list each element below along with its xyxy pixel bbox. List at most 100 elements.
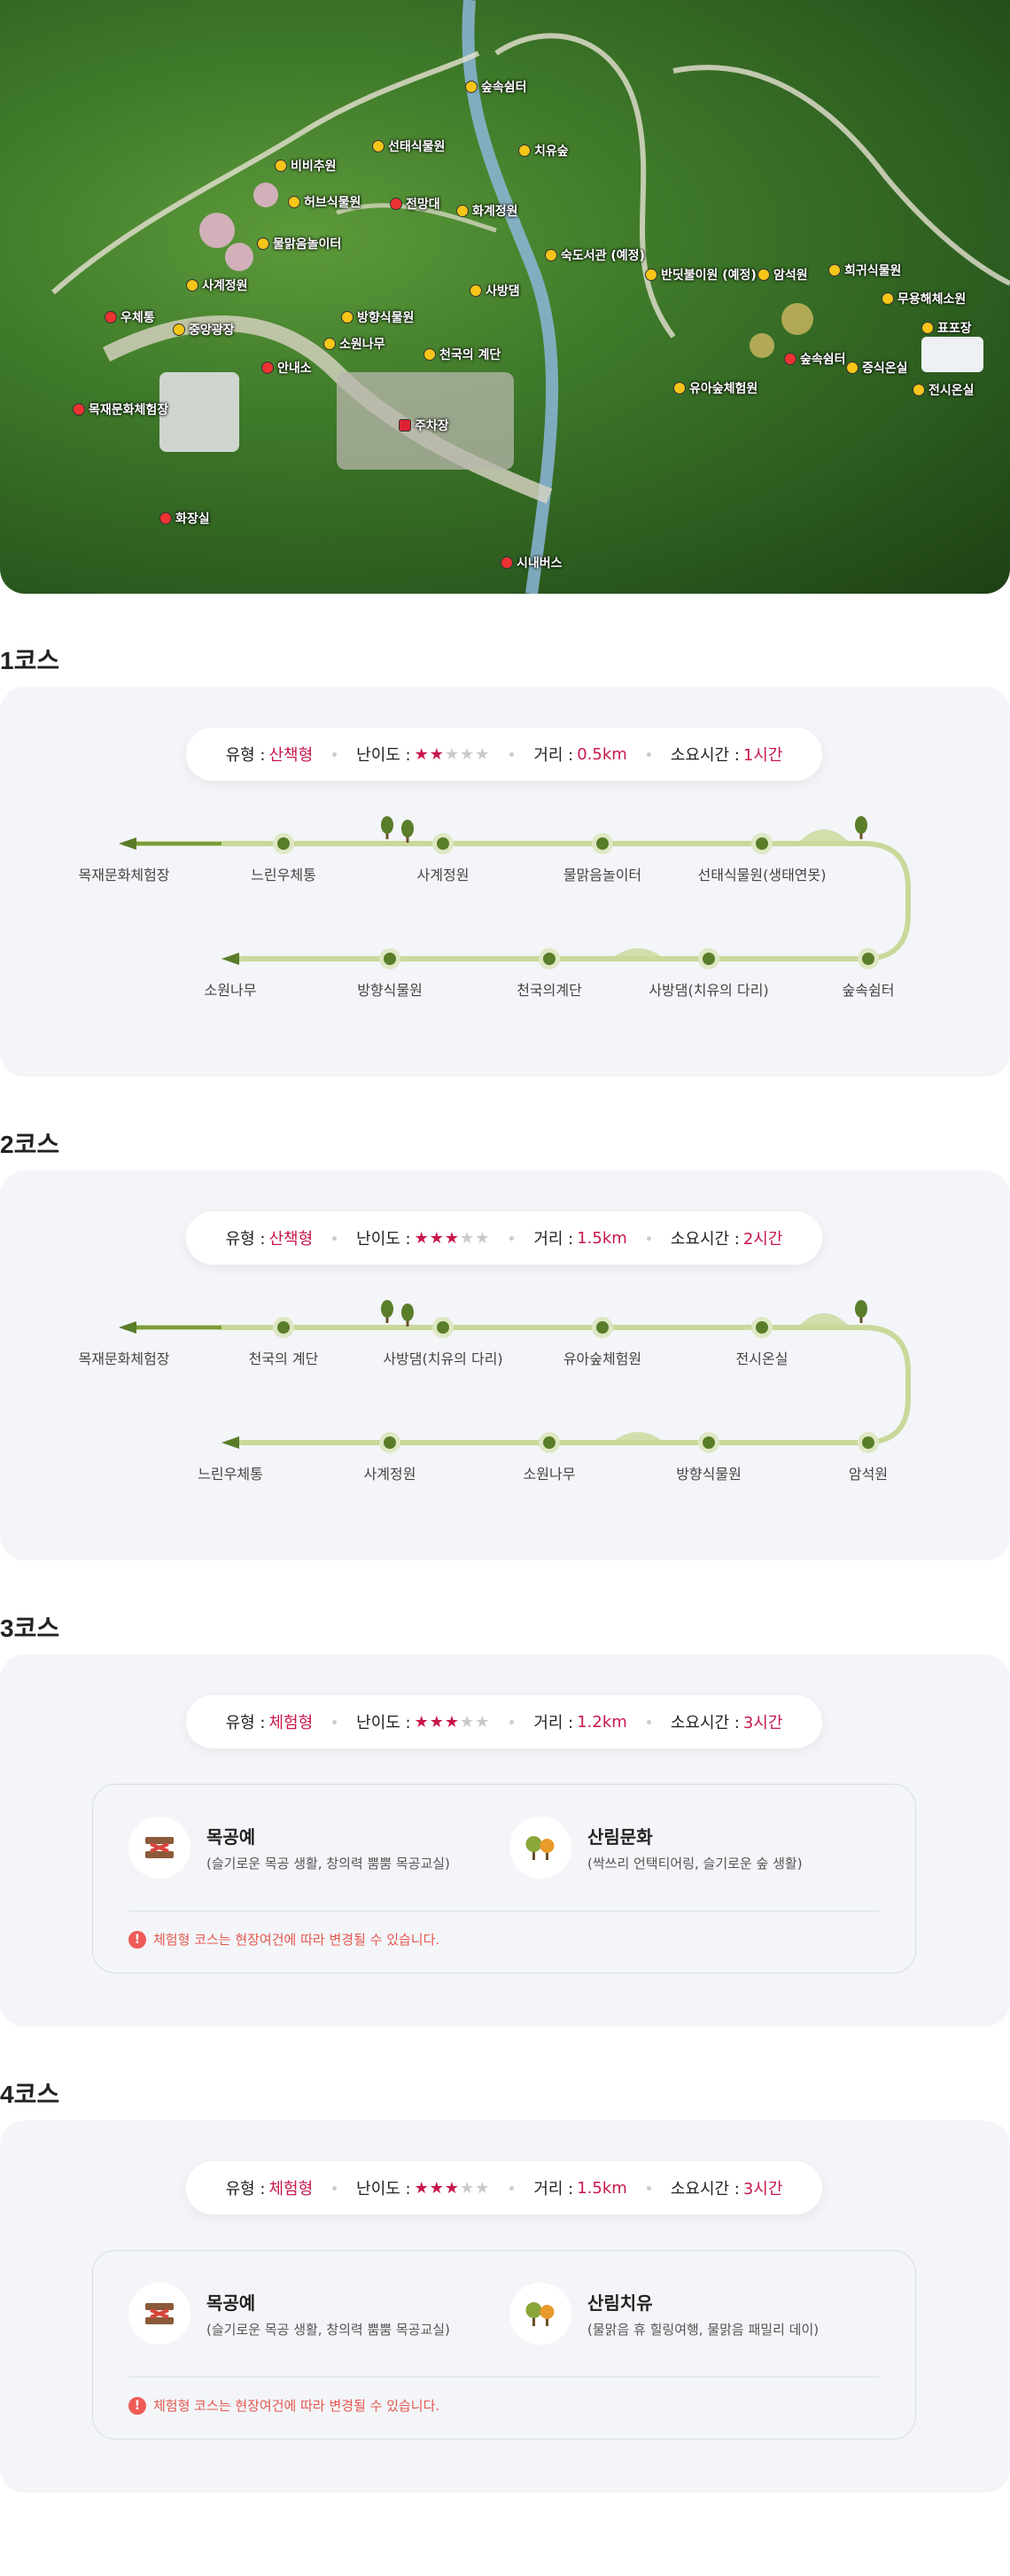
course-type-value: 산책형 [268,746,314,765]
map-pin-mulmalgeum[interactable]: 물맑음놀이터 [257,235,341,253]
map-label: 증식온실 [862,362,908,376]
map-label: 무용해체소원 [897,292,967,307]
map-pin-jeonmang[interactable]: 전망대 [390,195,440,213]
location-pin-icon [518,144,531,157]
course-distance: 거리 :1.2km [533,1710,627,1733]
route-stop-label: 사방댐(치유의 다리) [649,982,768,999]
map-pin-jeungsik[interactable]: 증식온실 [846,359,908,377]
location-pin-icon [828,264,841,276]
divider [128,2377,880,2378]
rest-area-icon [784,353,796,365]
map-pin-pyopo[interactable]: 표포장 [921,319,972,337]
map-pin-jeonsi[interactable]: 전시온실 [913,381,975,399]
experience-description: (슬기로운 목공 생활, 창의력 뿜뿜 목공교실) [206,2322,450,2338]
route-stop-dot [703,953,715,965]
map-pin-toilet[interactable]: 화장실 [159,510,210,527]
course-time-label: 소요시간 : [670,1230,740,1249]
course-distance: 거리 :0.5km [533,743,627,766]
route-stop-label: 물맑음놀이터 [563,867,641,883]
map-pin-info[interactable]: 안내소 [261,359,312,377]
star-icon: ★ [460,2178,476,2198]
route-stop-label: 사방댐(치유의 다리) [383,1350,502,1367]
separator-dot [646,751,651,757]
experience-item: 목공예 (슬기로운 목공 생활, 창의력 뿜뿜 목공교실) [128,1817,450,1879]
location-pin-icon [921,322,934,334]
route-stop-label: 사계정원 [364,1466,416,1483]
route-stop-label: 방향식물원 [676,1466,742,1483]
location-pin-icon [173,323,185,336]
route-stop-dot [543,953,556,965]
difficulty-stars: ★★★★★ [415,745,491,764]
map-pin-muyonghae[interactable]: 무용해체소원 [882,290,966,307]
map-pin-banghyang[interactable]: 방향식물원 [341,308,414,326]
route-stop-label: 느린우체통 [198,1466,263,1483]
map-pin-rest-area[interactable]: 숲속쉼터 [465,78,527,96]
experience-item: 산림치유 (물맑음 휴 힐링여행, 물맑음 패밀리 데이) [509,2283,819,2345]
star-icon: ★ [475,744,491,764]
map-pin-jungang[interactable]: 중앙광장 [173,321,235,339]
separator-dot [332,1719,338,1724]
route-stop-dot [862,1436,874,1449]
route-start-arrow-icon [119,837,136,850]
location-pin-icon [465,81,478,93]
course-distance-label: 거리 : [533,1230,574,1249]
map-pin-chiyu[interactable]: 치유숲 [518,142,569,160]
route-stop-label: 목재문화체험장 [78,867,169,883]
difficulty-stars: ★★★★★ [415,2179,491,2198]
warning-icon: ! [128,2396,146,2415]
map-pin-bandi[interactable]: 반딧불이원 (예정) [645,266,757,284]
toilet-icon [159,512,172,525]
map-label: 우체통 [120,311,155,325]
map-pin-sukdo[interactable]: 숙도서관 (예정) [545,246,645,264]
route-start-arrow-icon [119,1321,136,1334]
map-pin-bus[interactable]: 시내버스 [501,554,563,572]
location-pin-icon [456,205,469,217]
map-pin-hwagye[interactable]: 화계정원 [456,202,518,220]
tree-icon [381,816,393,834]
hill-decoration [797,1313,851,1327]
experience-title: 목공예 [206,1826,256,1848]
map-pin-rest-area-right[interactable]: 숲속쉼터 [784,350,846,368]
map-pin-bibi[interactable]: 비비추원 [275,157,337,175]
course-type-label: 유형 : [225,746,266,765]
course-card-1: 유형 : 산책형 난이도 : ★★★★★ 거리 :0.5km 소요시간 :1시간 목재문화… [0,687,1010,1077]
woodcraft-icon [145,2303,174,2324]
map-pin-cheonguk[interactable]: 천국의 계단 [423,346,501,363]
map-pin-mokjae[interactable]: 목재문화체험장 [73,401,168,418]
course-difficulty-label: 난이도 : [356,2180,411,2199]
experience-text: 목공예 (슬기로운 목공 생활, 창의력 뿜뿜 목공교실) [206,2289,450,2339]
star-icon: ★ [429,1228,445,1248]
separator-dot [332,1235,338,1241]
star-icon: ★ [475,1712,491,1732]
course-difficulty-label: 난이도 : [356,1230,411,1249]
map-pin-sabang[interactable]: 사방댐 [470,282,520,300]
course-info-pill: 유형 : 산책형 난이도 : ★★★★★ 거리 :1.5km 소요시간 :2시간 [186,1211,822,1265]
map-pin-seontae[interactable]: 선태식물원 [372,137,445,155]
route-line [124,841,911,961]
difficulty-stars: ★★★★★ [415,1229,491,1248]
map-pin-huigwi[interactable]: 희귀식물원 [828,261,901,279]
star-icon: ★ [460,744,476,764]
location-pin-icon [372,140,385,152]
map-pin-sagye[interactable]: 사계정원 [186,276,248,294]
experience-text: 목공예 (슬기로운 목공 생활, 창의력 뿜뿜 목공교실) [206,1823,450,1872]
course-card-4: 유형 : 체험형 난이도 : ★★★★★ 거리 :1.5km 소요시간 :3시간 목공예(… [0,2121,1010,2493]
course-time-label: 소요시간 : [670,2180,740,2199]
map-pin-parking[interactable]: 주차장 [399,416,449,434]
map-pin-sowon[interactable]: 소원나무 [323,335,385,353]
separator-dot [332,751,338,757]
difficulty-stars: ★★★★★ [415,1713,491,1732]
hill-decoration [611,948,664,959]
map-pin-amseok[interactable]: 암석원 [758,266,808,284]
map-pin-herb[interactable]: 허브식물원 [288,193,361,211]
location-pin-icon [186,279,198,292]
route-stop-dot [277,1321,290,1334]
forest-icon [525,1836,555,1860]
map-pin-yua[interactable]: 유아숲체험원 [673,379,758,397]
course-difficulty-label: 난이도 : [356,1714,411,1732]
course-type: 유형 : 산책형 [226,743,314,766]
course-time-label: 소요시간 : [670,746,740,765]
map-pin-ujeche[interactable]: 우체통 [105,308,155,326]
map-label: 암석원 [773,268,808,283]
location-pin-icon [423,348,436,361]
